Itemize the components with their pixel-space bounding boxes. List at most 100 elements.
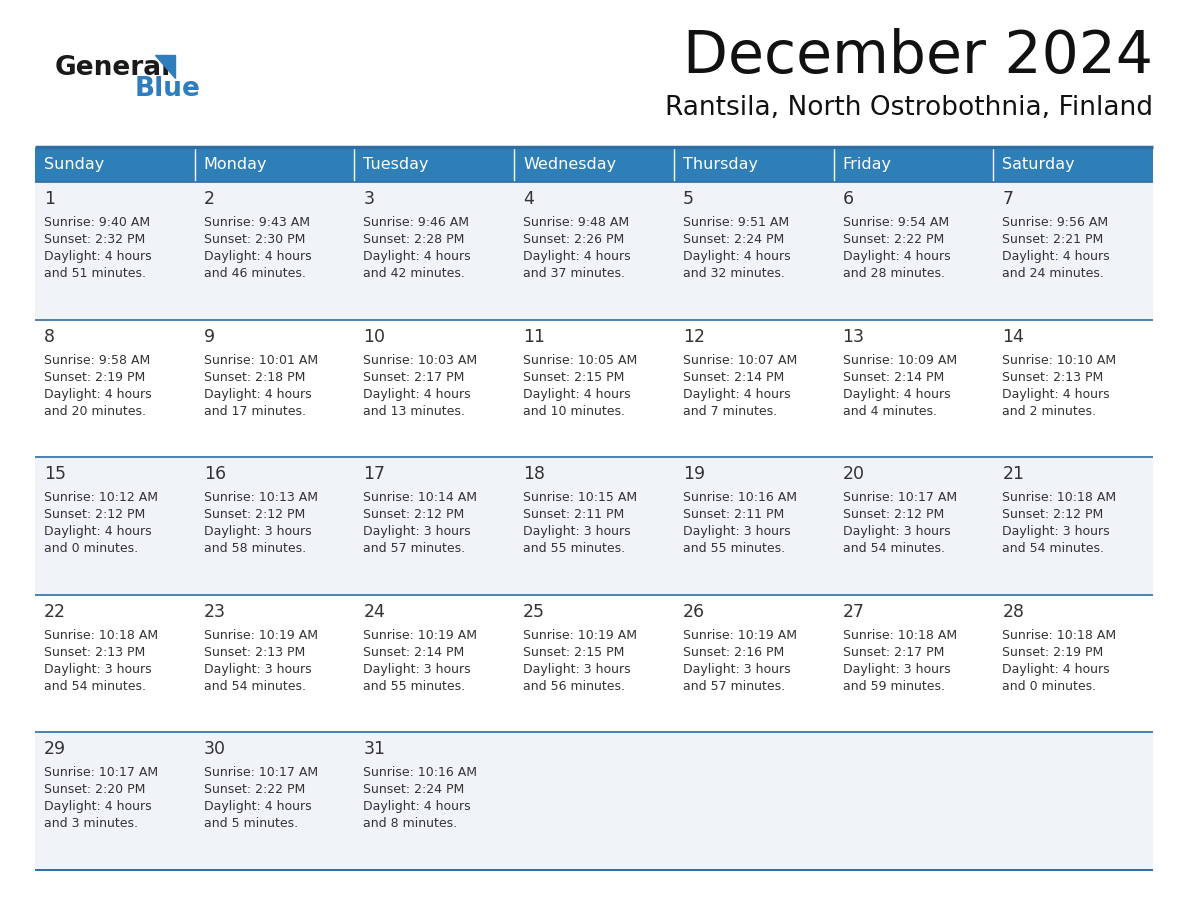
Text: Daylight: 3 hours: Daylight: 3 hours (523, 663, 631, 676)
Text: Daylight: 3 hours: Daylight: 3 hours (683, 525, 790, 538)
Text: Sunrise: 10:05 AM: Sunrise: 10:05 AM (523, 353, 638, 366)
Text: Daylight: 4 hours: Daylight: 4 hours (44, 250, 152, 263)
Text: 6: 6 (842, 190, 854, 208)
Text: Daylight: 4 hours: Daylight: 4 hours (523, 387, 631, 400)
Text: Sunset: 2:16 PM: Sunset: 2:16 PM (683, 645, 784, 659)
Text: and 2 minutes.: and 2 minutes. (1003, 405, 1097, 418)
Text: Sunset: 2:19 PM: Sunset: 2:19 PM (1003, 645, 1104, 659)
Text: Daylight: 4 hours: Daylight: 4 hours (1003, 387, 1110, 400)
Text: 13: 13 (842, 328, 865, 345)
Text: 18: 18 (523, 465, 545, 483)
Text: Daylight: 4 hours: Daylight: 4 hours (203, 250, 311, 263)
Text: 19: 19 (683, 465, 704, 483)
Text: and 56 minutes.: and 56 minutes. (523, 680, 625, 693)
Text: and 54 minutes.: and 54 minutes. (842, 543, 944, 555)
Text: Daylight: 4 hours: Daylight: 4 hours (683, 250, 790, 263)
Polygon shape (154, 55, 175, 78)
Text: 25: 25 (523, 603, 545, 621)
Text: Sunset: 2:24 PM: Sunset: 2:24 PM (364, 783, 465, 797)
Text: 15: 15 (44, 465, 67, 483)
Text: Friday: Friday (842, 158, 891, 173)
Text: Sunset: 2:32 PM: Sunset: 2:32 PM (44, 233, 145, 246)
Text: Sunrise: 10:18 AM: Sunrise: 10:18 AM (1003, 629, 1117, 642)
Text: Daylight: 4 hours: Daylight: 4 hours (44, 387, 152, 400)
Text: Sunset: 2:11 PM: Sunset: 2:11 PM (523, 509, 625, 521)
Text: 20: 20 (842, 465, 865, 483)
Text: Sunset: 2:14 PM: Sunset: 2:14 PM (842, 371, 943, 384)
Text: Sunset: 2:20 PM: Sunset: 2:20 PM (44, 783, 145, 797)
Text: Daylight: 4 hours: Daylight: 4 hours (842, 250, 950, 263)
Bar (514, 148, 674, 182)
Text: and 28 minutes.: and 28 minutes. (842, 267, 944, 280)
Text: 30: 30 (203, 741, 226, 758)
Text: 27: 27 (842, 603, 865, 621)
Text: 3: 3 (364, 190, 374, 208)
Text: Daylight: 3 hours: Daylight: 3 hours (364, 663, 472, 676)
Bar (34, 148, 195, 182)
Bar (834, 148, 993, 182)
Text: Sunrise: 10:14 AM: Sunrise: 10:14 AM (364, 491, 478, 504)
Text: 23: 23 (203, 603, 226, 621)
Text: Sunrise: 9:48 AM: Sunrise: 9:48 AM (523, 216, 630, 229)
Text: Daylight: 4 hours: Daylight: 4 hours (364, 387, 472, 400)
Text: and 57 minutes.: and 57 minutes. (364, 543, 466, 555)
Text: 1: 1 (44, 190, 55, 208)
Text: Sunset: 2:17 PM: Sunset: 2:17 PM (364, 371, 465, 384)
Text: Sunset: 2:26 PM: Sunset: 2:26 PM (523, 233, 625, 246)
Text: Sunrise: 10:09 AM: Sunrise: 10:09 AM (842, 353, 956, 366)
Text: Sunrise: 10:15 AM: Sunrise: 10:15 AM (523, 491, 637, 504)
Text: Daylight: 4 hours: Daylight: 4 hours (1003, 250, 1110, 263)
Text: Daylight: 3 hours: Daylight: 3 hours (683, 663, 790, 676)
Text: Saturday: Saturday (1003, 158, 1075, 173)
Text: Daylight: 4 hours: Daylight: 4 hours (842, 387, 950, 400)
Text: Sunrise: 10:17 AM: Sunrise: 10:17 AM (44, 767, 158, 779)
Text: Daylight: 3 hours: Daylight: 3 hours (842, 663, 950, 676)
Text: and 54 minutes.: and 54 minutes. (203, 680, 305, 693)
Text: Sunrise: 10:01 AM: Sunrise: 10:01 AM (203, 353, 318, 366)
Text: 14: 14 (1003, 328, 1024, 345)
Text: and 0 minutes.: and 0 minutes. (1003, 680, 1097, 693)
Bar (34, 182, 1154, 319)
Text: Sunset: 2:17 PM: Sunset: 2:17 PM (842, 645, 944, 659)
Text: Blue: Blue (135, 76, 201, 102)
Text: 8: 8 (44, 328, 55, 345)
Text: Sunrise: 9:56 AM: Sunrise: 9:56 AM (1003, 216, 1108, 229)
Text: and 42 minutes.: and 42 minutes. (364, 267, 466, 280)
Bar (354, 148, 514, 182)
Text: and 55 minutes.: and 55 minutes. (683, 543, 785, 555)
Text: Sunset: 2:15 PM: Sunset: 2:15 PM (523, 645, 625, 659)
Text: Sunrise: 10:19 AM: Sunrise: 10:19 AM (364, 629, 478, 642)
Text: Sunrise: 10:10 AM: Sunrise: 10:10 AM (1003, 353, 1117, 366)
Text: and 32 minutes.: and 32 minutes. (683, 267, 785, 280)
Text: Sunrise: 10:17 AM: Sunrise: 10:17 AM (842, 491, 956, 504)
Text: Sunrise: 9:58 AM: Sunrise: 9:58 AM (44, 353, 150, 366)
Text: and 54 minutes.: and 54 minutes. (1003, 543, 1105, 555)
Text: Sunrise: 10:16 AM: Sunrise: 10:16 AM (364, 767, 478, 779)
Text: 7: 7 (1003, 190, 1013, 208)
Text: Sunset: 2:28 PM: Sunset: 2:28 PM (364, 233, 465, 246)
Text: and 59 minutes.: and 59 minutes. (842, 680, 944, 693)
Text: 17: 17 (364, 465, 385, 483)
Text: 5: 5 (683, 190, 694, 208)
Text: Daylight: 4 hours: Daylight: 4 hours (203, 800, 311, 813)
Text: Daylight: 4 hours: Daylight: 4 hours (44, 525, 152, 538)
Text: Wednesday: Wednesday (523, 158, 617, 173)
Text: and 20 minutes.: and 20 minutes. (44, 405, 146, 418)
Text: Sunrise: 10:17 AM: Sunrise: 10:17 AM (203, 767, 318, 779)
Text: Daylight: 3 hours: Daylight: 3 hours (523, 525, 631, 538)
Text: Sunset: 2:15 PM: Sunset: 2:15 PM (523, 371, 625, 384)
Text: 31: 31 (364, 741, 385, 758)
Bar (674, 148, 834, 182)
Text: Sunset: 2:18 PM: Sunset: 2:18 PM (203, 371, 305, 384)
Text: 9: 9 (203, 328, 215, 345)
Text: Sunrise: 10:12 AM: Sunrise: 10:12 AM (44, 491, 158, 504)
Text: Daylight: 3 hours: Daylight: 3 hours (364, 525, 472, 538)
Text: Sunset: 2:12 PM: Sunset: 2:12 PM (842, 509, 943, 521)
Text: and 55 minutes.: and 55 minutes. (523, 543, 625, 555)
Text: Sunrise: 10:03 AM: Sunrise: 10:03 AM (364, 353, 478, 366)
Text: 10: 10 (364, 328, 385, 345)
Text: 28: 28 (1003, 603, 1024, 621)
Text: Sunset: 2:13 PM: Sunset: 2:13 PM (44, 645, 145, 659)
Text: and 46 minutes.: and 46 minutes. (203, 267, 305, 280)
Text: Daylight: 3 hours: Daylight: 3 hours (842, 525, 950, 538)
